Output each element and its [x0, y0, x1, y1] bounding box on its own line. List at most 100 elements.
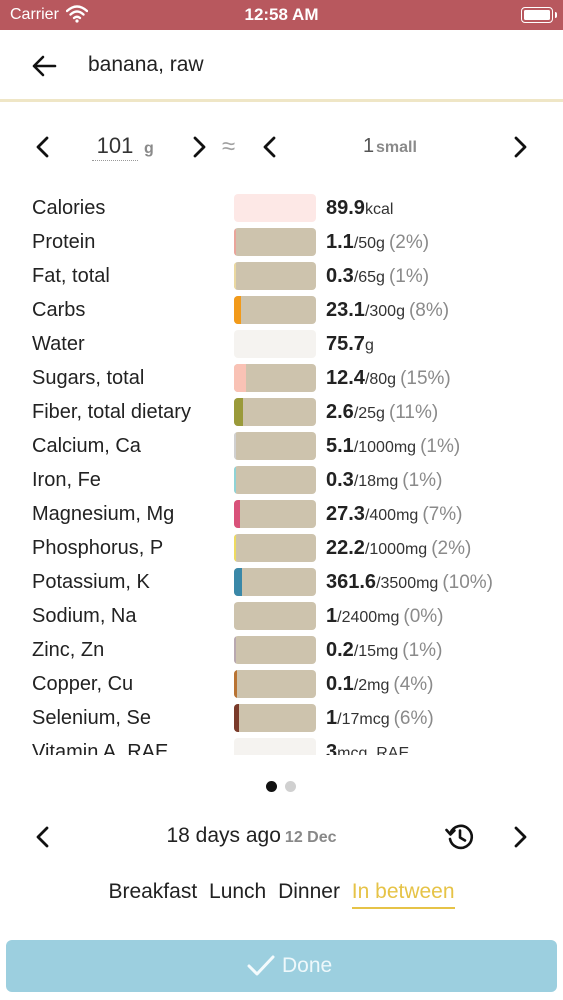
nutrient-name: Selenium, Se — [32, 707, 151, 729]
nutrient-progress-bar — [234, 636, 316, 664]
nutrient-value: 22.2/1000mg (2%) — [326, 537, 471, 560]
nutrient-row[interactable]: Potassium, K 361.6/3500mg (10%) — [0, 566, 563, 600]
nutrient-percent: (2%) — [431, 538, 472, 559]
nutrient-name: Zinc, Zn — [32, 639, 105, 661]
nutrient-row[interactable]: Water 75.7g — [0, 328, 563, 362]
done-label: Done — [282, 954, 333, 977]
nutrient-unit: /17mcg — [337, 711, 390, 728]
nutrient-row[interactable]: Vitamin A, RAE 3mcg_RAE — [0, 736, 563, 755]
page-dot[interactable] — [285, 781, 296, 792]
nutrient-value: 0.1/2mg (4%) — [326, 673, 434, 696]
meal-breakfast[interactable]: Breakfast — [108, 880, 198, 903]
nutrient-progress-bar — [234, 194, 316, 222]
nutrient-progress-fill — [234, 398, 243, 426]
nutrient-row[interactable]: Calories 89.9kcal — [0, 192, 563, 226]
nutrient-name: Copper, Cu — [32, 673, 134, 695]
nutrient-percent: (11%) — [388, 402, 439, 423]
nutrient-row[interactable]: Phosphorus, P 22.2/1000mg (2%) — [0, 532, 563, 566]
status-bar: Carrier 12:58 AM — [0, 0, 563, 30]
nutrient-name: Water — [32, 333, 85, 355]
checkmark-icon — [247, 955, 275, 976]
history-icon[interactable] — [444, 821, 476, 853]
nutrient-amount: 0.2 — [326, 639, 354, 661]
nutrient-unit: /1000mg — [364, 541, 428, 558]
nutrient-progress-fill — [234, 296, 241, 324]
nutrient-amount: 27.3 — [326, 503, 365, 525]
nutrient-name: Protein — [32, 231, 96, 253]
next-day-chevron-right-icon[interactable] — [509, 825, 531, 849]
nutrient-percent: (6%) — [393, 708, 434, 729]
nutrient-unit: /1000mg — [353, 439, 417, 456]
meal-in-between[interactable]: In between — [351, 880, 455, 909]
nutrient-progress-fill — [234, 262, 236, 290]
increase-amount-chevron-right-icon[interactable] — [188, 135, 210, 159]
nutrient-row[interactable]: Selenium, Se 1/17mcg (6%) — [0, 702, 563, 736]
nutrient-unit: mcg_RAE — [337, 745, 410, 755]
nutrient-percent: (7%) — [422, 504, 463, 525]
nutrient-progress-bar — [234, 432, 316, 460]
portion-count[interactable]: 1 — [363, 135, 375, 157]
amount-unit: g — [144, 140, 154, 157]
nutrient-unit: /2mg — [353, 677, 390, 694]
nutrient-value: 12.4/80g (15%) — [326, 367, 451, 390]
nutrient-row[interactable]: Iron, Fe 0.3/18mg (1%) — [0, 464, 563, 498]
nutrient-amount: 1.1 — [326, 231, 354, 253]
nutrient-progress-bar — [234, 398, 316, 426]
nutrient-amount: 3 — [326, 741, 338, 755]
battery-icon — [521, 7, 557, 23]
nutrient-progress-fill — [234, 602, 236, 630]
nutrient-row[interactable]: Calcium, Ca 5.1/1000mg (1%) — [0, 430, 563, 464]
nutrient-value: 2.6/25g (11%) — [326, 401, 438, 424]
nutrient-row[interactable]: Magnesium, Mg 27.3/400mg (7%) — [0, 498, 563, 532]
date-label[interactable]: 18 days ago 12 Dec — [0, 824, 503, 848]
nutrient-value: 361.6/3500mg (10%) — [326, 571, 493, 594]
nutrient-row[interactable]: Sugars, total 12.4/80g (15%) — [0, 362, 563, 396]
nutrient-value: 3mcg_RAE — [326, 741, 409, 755]
nutrient-progress-fill — [234, 704, 239, 732]
nutrient-row[interactable]: Protein 1.1/50g (2%) — [0, 226, 563, 260]
nutrient-value: 27.3/400mg (7%) — [326, 503, 462, 526]
nutrient-row[interactable]: Carbs 23.1/300g (8%) — [0, 294, 563, 328]
nutrient-progress-fill — [234, 636, 236, 664]
previous-size-chevron-left-icon[interactable] — [259, 135, 281, 159]
nutrient-unit: g — [364, 337, 374, 354]
search-header: banana, raw — [0, 30, 563, 102]
back-arrow-icon[interactable] — [30, 52, 58, 80]
page-dot-active[interactable] — [266, 781, 277, 792]
page-indicator[interactable] — [266, 779, 304, 792]
portion-size-label: small — [376, 139, 417, 156]
nutrient-unit: /2400mg — [337, 609, 400, 626]
nutrient-amount: 1 — [326, 707, 338, 729]
nutrient-unit: kcal — [364, 201, 394, 218]
done-button[interactable]: Done — [6, 940, 557, 992]
amount-input[interactable]: 101 — [92, 133, 138, 161]
nutrient-amount: 5.1 — [326, 435, 354, 457]
decrease-amount-chevron-left-icon[interactable] — [32, 135, 54, 159]
nutrient-row[interactable]: Sodium, Na 1/2400mg (0%) — [0, 600, 563, 634]
approx-icon: ≈ — [222, 133, 236, 160]
nutrient-progress-bar — [234, 296, 316, 324]
nutrient-row[interactable]: Fat, total 0.3/65g (1%) — [0, 260, 563, 294]
search-query[interactable]: banana, raw — [88, 53, 204, 76]
meal-dinner[interactable]: Dinner — [278, 880, 340, 903]
nutrient-progress-bar — [234, 704, 316, 732]
nutrient-name: Calories — [32, 197, 106, 219]
nutrient-row[interactable]: Copper, Cu 0.1/2mg (4%) — [0, 668, 563, 702]
nutrient-name: Carbs — [32, 299, 86, 321]
nutrient-name: Vitamin A, RAE — [32, 741, 169, 755]
nutrient-name: Potassium, K — [32, 571, 150, 593]
previous-day-chevron-left-icon[interactable] — [32, 825, 54, 849]
nutrient-row[interactable]: Fiber, total dietary 2.6/25g (11%) — [0, 396, 563, 430]
nutrient-progress-bar — [234, 500, 316, 528]
nutrient-value: 0.3/18mg (1%) — [326, 469, 442, 492]
date-navigator: 18 days ago 12 Dec — [0, 818, 563, 858]
nutrient-value: 89.9kcal — [326, 197, 393, 220]
nutrient-name: Calcium, Ca — [32, 435, 141, 457]
nutrient-amount: 12.4 — [326, 367, 365, 389]
nutrient-percent: (1%) — [420, 436, 461, 457]
next-size-chevron-right-icon[interactable] — [509, 135, 531, 159]
nutrient-value: 1.1/50g (2%) — [326, 231, 429, 254]
nutrient-list[interactable]: Calories 89.9kcal Protein 1.1/50g (2%) Fat, t… — [0, 192, 563, 755]
meal-lunch[interactable]: Lunch — [209, 880, 267, 903]
nutrient-row[interactable]: Zinc, Zn 0.2/15mg (1%) — [0, 634, 563, 668]
